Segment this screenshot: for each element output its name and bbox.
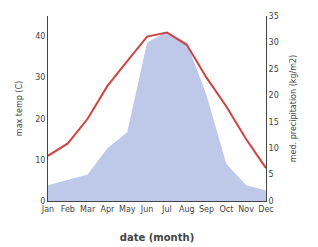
svg-text:date (month): date (month) bbox=[120, 232, 194, 243]
svg-text:med. precipitation (kg/m2): med. precipitation (kg/m2) bbox=[289, 55, 298, 162]
svg-text:Sep: Sep bbox=[199, 205, 214, 214]
svg-text:Oct: Oct bbox=[219, 205, 233, 214]
svg-text:15: 15 bbox=[269, 118, 279, 127]
svg-text:0: 0 bbox=[269, 197, 274, 206]
svg-text:Feb: Feb bbox=[61, 205, 75, 214]
svg-text:35: 35 bbox=[269, 12, 279, 21]
svg-text:Mar: Mar bbox=[80, 205, 96, 214]
svg-text:Jun: Jun bbox=[140, 205, 154, 214]
svg-text:max temp (C): max temp (C) bbox=[15, 81, 24, 136]
svg-text:Apr: Apr bbox=[101, 205, 116, 214]
svg-text:20: 20 bbox=[35, 115, 45, 124]
svg-text:30: 30 bbox=[35, 73, 45, 82]
svg-text:10: 10 bbox=[269, 144, 279, 153]
svg-text:25: 25 bbox=[269, 65, 279, 74]
svg-text:10: 10 bbox=[35, 156, 45, 165]
svg-text:40: 40 bbox=[35, 32, 45, 41]
svg-text:May: May bbox=[119, 205, 136, 214]
svg-text:Aug: Aug bbox=[179, 205, 195, 214]
svg-text:Nov: Nov bbox=[238, 205, 254, 214]
svg-text:Dec: Dec bbox=[258, 205, 273, 214]
svg-text:Jul: Jul bbox=[161, 205, 172, 214]
svg-text:0: 0 bbox=[40, 197, 45, 206]
svg-text:5: 5 bbox=[269, 170, 274, 179]
svg-text:Jan: Jan bbox=[41, 205, 54, 214]
svg-text:30: 30 bbox=[269, 38, 279, 47]
svg-text:20: 20 bbox=[269, 91, 279, 100]
